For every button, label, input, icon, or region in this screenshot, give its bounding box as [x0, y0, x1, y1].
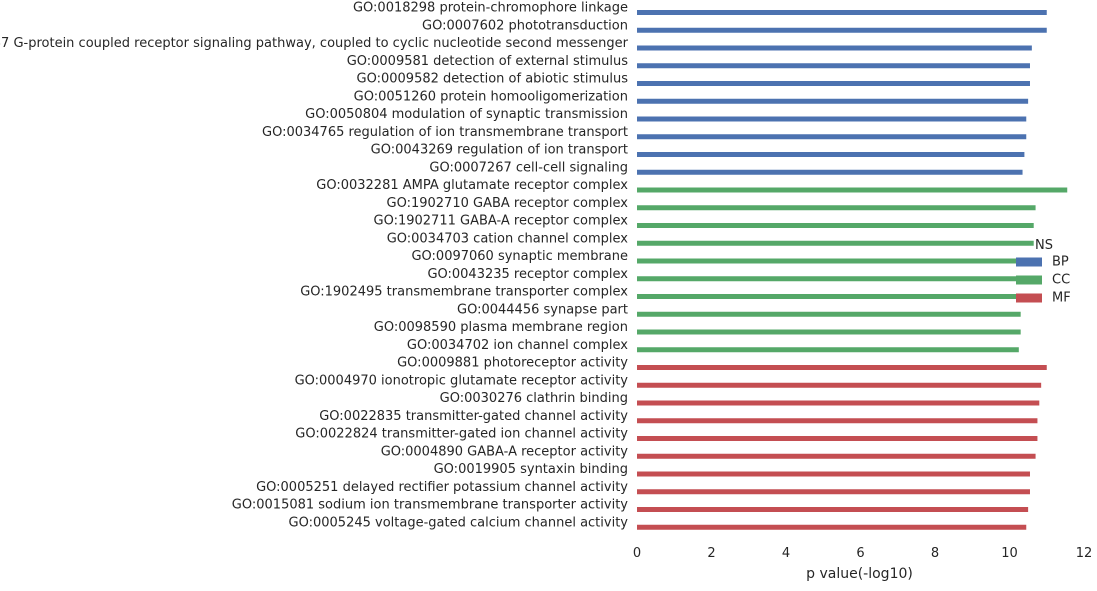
- legend-label-cc: CC: [1052, 273, 1070, 288]
- category-label: GO:0009582 detection of abiotic stimulus: [357, 72, 629, 87]
- bar-cc-3: [637, 240, 1034, 246]
- bar-bp-2: [637, 45, 1032, 51]
- bar-mf-4: [637, 436, 1038, 441]
- category-label: GO:0009581 detection of external stimulu…: [347, 54, 629, 69]
- category-label: GO:0030276 clathrin binding: [440, 391, 628, 406]
- category-label: GO:0098590 plasma membrane region: [374, 320, 628, 335]
- category-label: GO:0032281 AMPA glutamate receptor compl…: [316, 178, 628, 193]
- category-label: GO:0018298 protein-chromophore linkage: [353, 1, 628, 16]
- bar-mf-0: [637, 365, 1047, 370]
- bar-mf-5: [637, 453, 1036, 459]
- category-label: GO:0004890 GABA-A receptor activity: [381, 444, 629, 459]
- bar-cc-0: [637, 187, 1068, 193]
- category-label: GO:0034702 ion channel complex: [407, 338, 628, 353]
- bar-cc-5: [637, 276, 1029, 282]
- bar-bp-8: [637, 152, 1025, 157]
- x-tick-label: 4: [782, 546, 790, 561]
- category-label: GO:0007602 phototransduction: [422, 18, 628, 33]
- bar-bp-0: [637, 10, 1047, 15]
- category-labels: GO:0018298 protein-chromophore linkage GO…: [0, 1, 629, 531]
- bar-bp-1: [637, 27, 1047, 33]
- bar-bp-7: [637, 134, 1027, 140]
- bar-cc-9: [637, 347, 1019, 353]
- bar-bp-4: [637, 81, 1030, 86]
- bar-mf-9: [637, 524, 1027, 530]
- bar-cc-8: [637, 329, 1021, 335]
- category-label: GO:0044456 synapse part: [457, 302, 628, 317]
- category-label: GO:0043235 receptor complex: [427, 267, 628, 282]
- x-tick-label: 10: [1001, 546, 1018, 561]
- legend-swatch-bp: [1016, 257, 1042, 267]
- category-label: GO:0005245 voltage-gated calcium channel…: [289, 515, 629, 530]
- legend-label-bp: BP: [1052, 255, 1069, 270]
- bar-mf-1: [637, 382, 1042, 388]
- legend: NS BP CC MF: [1016, 238, 1071, 306]
- bar-bp-3: [637, 63, 1030, 69]
- bar-mf-6: [637, 471, 1030, 477]
- x-tick-label: 2: [707, 546, 715, 561]
- bar-cc-1: [637, 205, 1036, 211]
- bar-mf-2: [637, 400, 1040, 406]
- x-tick-label: 6: [856, 546, 864, 561]
- category-label: GO:0051260 protein homooligomerization: [354, 89, 628, 104]
- x-tick-label: 8: [931, 546, 939, 561]
- category-label: GO:1902495 transmembrane transporter com…: [300, 285, 628, 300]
- category-label: GO:0043269 regulation of ion transport: [371, 143, 628, 158]
- category-label: GO:0019905 syntaxin binding: [434, 462, 628, 477]
- bars-layer: [637, 10, 1068, 530]
- legend-swatch-cc: [1016, 275, 1042, 285]
- x-tick-label: 0: [633, 546, 641, 561]
- category-label: GO:0004970 ionotropic glutamate receptor…: [295, 373, 629, 388]
- category-label: GO:0050804 modulation of synaptic transm…: [305, 107, 628, 122]
- legend-title: NS: [1035, 238, 1053, 253]
- category-label: GO:0097060 synaptic membrane: [411, 249, 628, 264]
- legend-swatch-mf: [1016, 293, 1042, 303]
- bar-bp-5: [637, 98, 1029, 104]
- bar-cc-2: [637, 223, 1034, 228]
- bar-bp-9: [637, 169, 1023, 175]
- x-axis-title: p value(-log10): [806, 566, 913, 582]
- category-label: GO:0007187 G-protein coupled receptor si…: [0, 36, 629, 51]
- bar-bp-6: [637, 116, 1027, 122]
- category-label: GO:0022824 transmitter-gated ion channel…: [295, 427, 628, 442]
- bar-cc-7: [637, 311, 1021, 317]
- category-label: GO:0034703 cation channel complex: [387, 231, 629, 246]
- x-axis-ticks: 0 2 4 6 8 10 12: [633, 546, 1092, 561]
- bar-mf-8: [637, 507, 1029, 512]
- category-label: GO:1902710 GABA receptor complex: [387, 196, 629, 211]
- bar-cc-4: [637, 258, 1030, 264]
- category-label: GO:0015081 sodium ion transmembrane tran…: [232, 498, 628, 513]
- category-label: GO:1902711 GABA-A receptor complex: [374, 214, 629, 229]
- category-label: GO:0022835 transmitter-gated channel act…: [319, 409, 628, 424]
- bar-cc-6: [637, 294, 1025, 299]
- bar-mf-7: [637, 489, 1030, 495]
- category-label: GO:0005251 delayed rectifier potassium c…: [256, 480, 628, 495]
- bar-mf-3: [637, 418, 1038, 424]
- legend-label-mf: MF: [1052, 291, 1071, 306]
- category-label: GO:0034765 regulation of ion transmembra…: [262, 125, 628, 140]
- category-label: GO:0007267 cell-cell signaling: [429, 160, 628, 175]
- category-label: GO:0009881 photoreceptor activity: [397, 356, 628, 371]
- x-tick-label: 12: [1076, 546, 1093, 561]
